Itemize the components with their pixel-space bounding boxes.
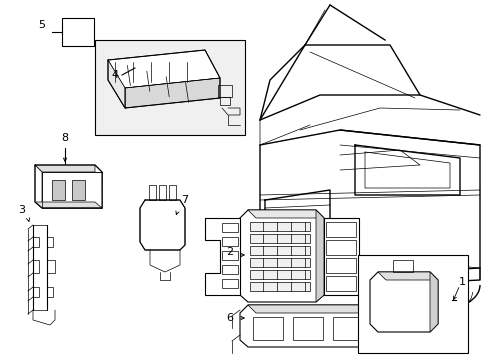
Polygon shape bbox=[72, 180, 85, 200]
Polygon shape bbox=[52, 180, 65, 200]
Text: 4: 4 bbox=[111, 70, 118, 80]
Polygon shape bbox=[429, 272, 437, 332]
Polygon shape bbox=[247, 210, 324, 218]
Polygon shape bbox=[204, 218, 240, 295]
Polygon shape bbox=[315, 210, 324, 302]
Polygon shape bbox=[35, 165, 102, 172]
Polygon shape bbox=[249, 234, 309, 243]
Polygon shape bbox=[249, 222, 309, 231]
Polygon shape bbox=[249, 246, 309, 255]
Polygon shape bbox=[249, 282, 309, 291]
Text: 7: 7 bbox=[181, 195, 188, 205]
Bar bbox=[218, 85, 231, 97]
Polygon shape bbox=[33, 225, 55, 310]
Polygon shape bbox=[35, 202, 102, 208]
Polygon shape bbox=[240, 305, 375, 347]
Polygon shape bbox=[108, 60, 125, 108]
Text: 8: 8 bbox=[61, 133, 68, 143]
Text: 3: 3 bbox=[19, 205, 25, 215]
Bar bbox=[220, 97, 229, 105]
Polygon shape bbox=[249, 270, 309, 279]
Polygon shape bbox=[247, 305, 375, 313]
Polygon shape bbox=[35, 165, 42, 208]
Polygon shape bbox=[240, 210, 324, 302]
Text: 5: 5 bbox=[39, 20, 45, 30]
Bar bbox=[95, 40, 244, 135]
Text: 2: 2 bbox=[226, 247, 233, 257]
Bar bbox=[357, 255, 467, 353]
Polygon shape bbox=[369, 272, 437, 332]
Polygon shape bbox=[140, 200, 184, 250]
Polygon shape bbox=[42, 172, 102, 208]
Text: 1: 1 bbox=[458, 277, 465, 287]
Polygon shape bbox=[95, 165, 102, 185]
Bar bbox=[62, 18, 94, 46]
Polygon shape bbox=[108, 50, 220, 88]
Text: 6: 6 bbox=[226, 313, 233, 323]
Polygon shape bbox=[377, 272, 437, 280]
Polygon shape bbox=[249, 258, 309, 267]
Polygon shape bbox=[125, 78, 220, 108]
Polygon shape bbox=[324, 218, 358, 295]
